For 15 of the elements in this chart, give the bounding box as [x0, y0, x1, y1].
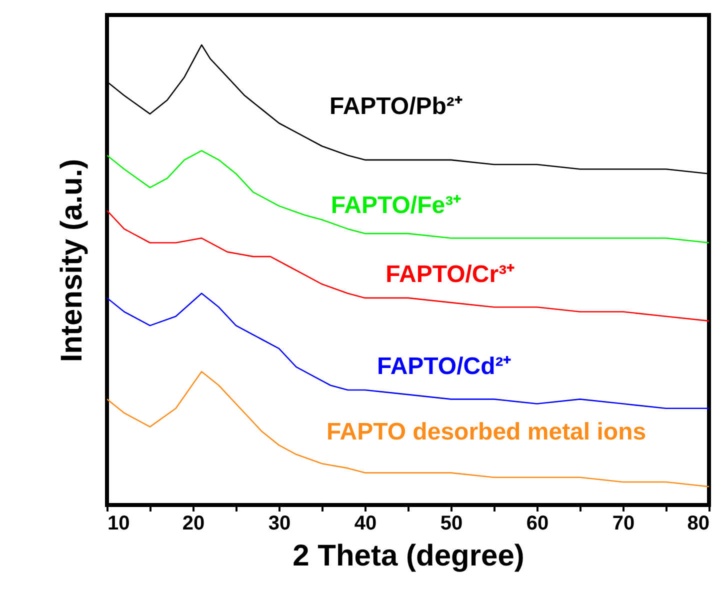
series-label: FAPTO/Cr³⁺ [386, 260, 515, 288]
x-tick-label: 20 [182, 512, 205, 534]
x-axis-title: 2 Theta (degree) [292, 540, 524, 572]
series-label: FAPTO desorbed metal ions [326, 418, 646, 446]
series-label: FAPTO/Cd²⁺ [377, 352, 512, 380]
x-tick-label: 10 [108, 512, 130, 534]
x-tick-label: 60 [526, 512, 549, 534]
x-tick-label: 70 [612, 512, 635, 534]
y-axis-title: Intensity (a.u.) [56, 158, 88, 362]
x-tick-label: 40 [354, 512, 377, 534]
x-tick-label: 50 [440, 512, 463, 534]
x-tick-label: 80 [687, 512, 710, 534]
x-tick-label: 30 [268, 512, 291, 534]
series-label: FAPTO/Pb²⁺ [330, 93, 462, 120]
series-label: FAPTO/Fe³⁺ [330, 192, 462, 219]
